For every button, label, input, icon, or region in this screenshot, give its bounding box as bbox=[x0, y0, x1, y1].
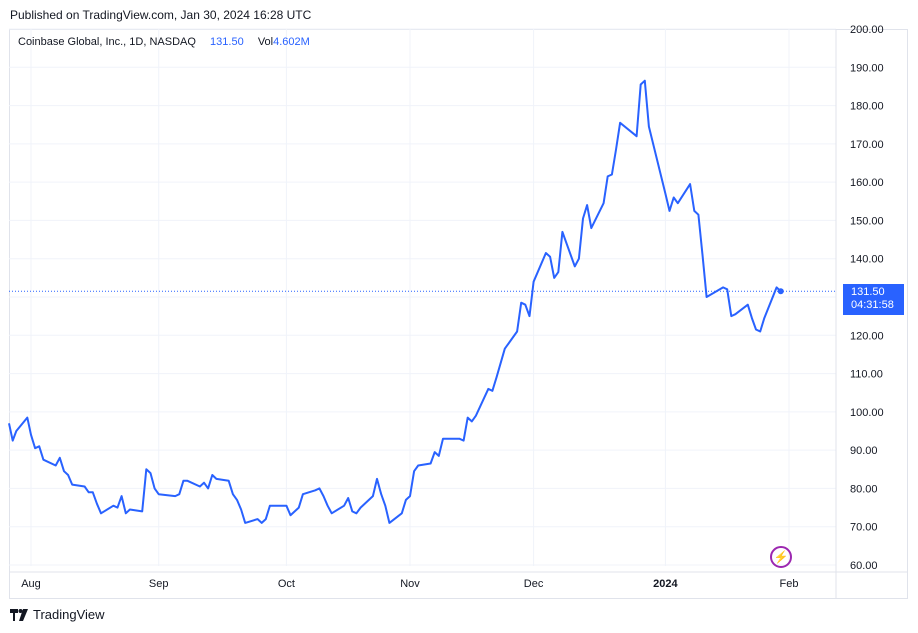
lightning-bolt-icon[interactable]: ⚡ bbox=[770, 546, 792, 568]
price-tick-label: 160.00 bbox=[850, 177, 884, 189]
published-caption: Published on TradingView.com, Jan 30, 20… bbox=[10, 8, 312, 22]
chart-grid bbox=[9, 28, 908, 599]
tradingview-logo-icon bbox=[10, 608, 28, 621]
time-tick-label: Sep bbox=[149, 578, 169, 590]
last-price-value: 131.50 bbox=[210, 36, 244, 48]
price-tick-label: 140.00 bbox=[850, 254, 884, 266]
price-tick-label: 80.00 bbox=[850, 483, 878, 495]
time-tick-label: 2024 bbox=[653, 578, 678, 590]
price-tick-label: 110.00 bbox=[850, 369, 883, 381]
price-tick-label: 70.00 bbox=[850, 522, 878, 534]
price-tick-label: 90.00 bbox=[850, 445, 878, 457]
time-tick-label: Nov bbox=[400, 578, 420, 590]
bar-countdown: 04:31:58 bbox=[851, 299, 894, 311]
time-tick-label: Feb bbox=[780, 578, 799, 590]
price-tick-label: 170.00 bbox=[850, 139, 884, 151]
volume-label: Vol bbox=[257, 36, 274, 48]
tradingview-brand[interactable]: TradingView bbox=[10, 607, 105, 622]
price-tick-label: 200.00 bbox=[850, 24, 884, 36]
price-tick-label: 150.00 bbox=[850, 215, 884, 227]
price-tick-label: 180.00 bbox=[850, 101, 884, 113]
symbol-legend: Coinbase Global, Inc., 1D, NASDAQ 131.50… bbox=[18, 36, 310, 48]
tradingview-brand-label: TradingView bbox=[33, 607, 105, 622]
price-tick-label: 120.00 bbox=[850, 330, 884, 342]
time-tick-label: Dec bbox=[524, 578, 544, 590]
time-axis: Aug Sep Oct Nov Dec 2024 Feb bbox=[21, 578, 798, 590]
time-tick-label: Aug bbox=[21, 578, 41, 590]
price-tick-label: 60.00 bbox=[850, 560, 878, 572]
last-price-marker bbox=[777, 288, 784, 295]
last-price-tag-value: 131.50 bbox=[851, 286, 885, 298]
price-tick-label: 100.00 bbox=[850, 407, 884, 419]
series-line bbox=[8, 79, 782, 524]
price-tick-label: 190.00 bbox=[850, 62, 884, 74]
time-tick-label: Oct bbox=[278, 578, 295, 590]
last-price-tag: 131.50 04:31:58 bbox=[843, 284, 904, 315]
symbol-title: Coinbase Global, Inc., 1D, NASDAQ bbox=[18, 36, 196, 48]
volume-value: 4.602M bbox=[273, 36, 310, 48]
